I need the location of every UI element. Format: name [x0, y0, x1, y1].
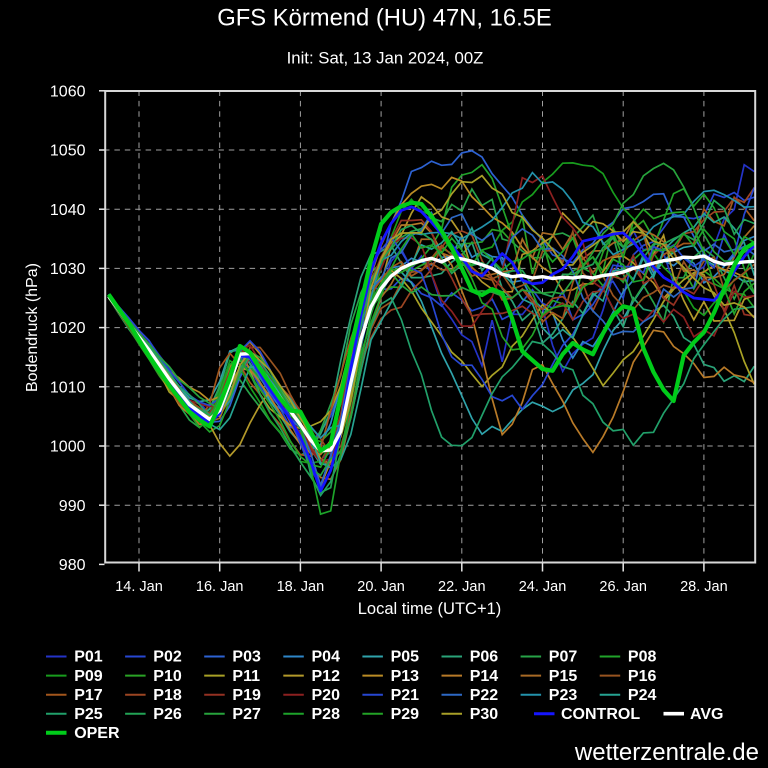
svg-text:16. Jan: 16. Jan [196, 579, 244, 595]
svg-text:CONTROL: CONTROL [561, 706, 640, 723]
svg-text:P24: P24 [628, 687, 657, 704]
svg-text:P14: P14 [470, 668, 499, 685]
svg-text:980: 980 [59, 557, 86, 574]
svg-text:P16: P16 [628, 668, 657, 685]
svg-text:P10: P10 [153, 668, 182, 685]
svg-text:1060: 1060 [50, 83, 86, 100]
svg-text:P17: P17 [74, 687, 103, 704]
svg-text:P11: P11 [232, 668, 260, 685]
svg-text:P08: P08 [628, 649, 657, 666]
svg-text:P05: P05 [391, 649, 420, 666]
svg-text:P21: P21 [391, 687, 420, 704]
svg-text:P23: P23 [549, 687, 578, 704]
svg-text:P27: P27 [232, 706, 261, 723]
svg-text:P19: P19 [232, 687, 261, 704]
svg-text:GFS Körmend (HU) 47N, 16.5E: GFS Körmend (HU) 47N, 16.5E [217, 4, 552, 31]
svg-text:14. Jan: 14. Jan [115, 579, 163, 595]
svg-text:P29: P29 [391, 706, 420, 723]
svg-text:1040: 1040 [50, 202, 86, 219]
svg-text:AVG: AVG [690, 706, 723, 723]
svg-text:OPER: OPER [74, 725, 120, 742]
svg-text:P15: P15 [549, 668, 578, 685]
svg-text:24. Jan: 24. Jan [519, 579, 567, 595]
svg-text:P02: P02 [153, 649, 182, 666]
svg-text:P13: P13 [391, 668, 420, 685]
svg-text:28. Jan: 28. Jan [680, 579, 728, 595]
svg-text:26. Jan: 26. Jan [599, 579, 647, 595]
svg-text:P18: P18 [153, 687, 182, 704]
svg-text:P30: P30 [470, 706, 499, 723]
svg-text:P07: P07 [549, 649, 578, 666]
svg-text:1030: 1030 [50, 261, 86, 278]
svg-text:P12: P12 [312, 668, 341, 685]
svg-text:1050: 1050 [50, 143, 86, 160]
svg-text:P22: P22 [470, 687, 499, 704]
svg-text:P28: P28 [312, 706, 341, 723]
svg-text:Bodendruck (hPa): Bodendruck (hPa) [24, 263, 41, 392]
svg-text:Init: Sat, 13 Jan 2024, 00Z: Init: Sat, 13 Jan 2024, 00Z [287, 49, 484, 68]
svg-text:P01: P01 [74, 649, 103, 666]
svg-text:1000: 1000 [50, 439, 86, 456]
svg-text:wetterzentrale.de: wetterzentrale.de [574, 739, 759, 766]
svg-text:P03: P03 [232, 649, 261, 666]
svg-text:Local time (UTC+1): Local time (UTC+1) [358, 600, 502, 618]
svg-text:P04: P04 [312, 649, 341, 666]
svg-text:20. Jan: 20. Jan [357, 579, 405, 595]
svg-text:P06: P06 [470, 649, 499, 666]
svg-text:P09: P09 [74, 668, 103, 685]
svg-text:1010: 1010 [50, 379, 86, 396]
svg-text:P25: P25 [74, 706, 103, 723]
svg-text:22. Jan: 22. Jan [438, 579, 486, 595]
svg-text:990: 990 [59, 498, 86, 515]
svg-text:1020: 1020 [50, 320, 86, 337]
svg-text:P20: P20 [312, 687, 341, 704]
svg-text:P26: P26 [153, 706, 182, 723]
svg-text:18. Jan: 18. Jan [277, 579, 325, 595]
